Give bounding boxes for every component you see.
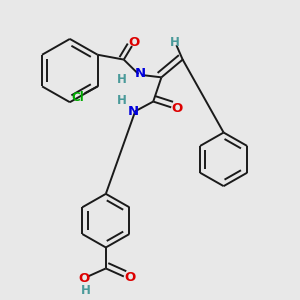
Text: N: N (128, 105, 139, 119)
Text: O: O (78, 272, 89, 285)
Text: O: O (128, 36, 139, 49)
Text: H: H (117, 74, 127, 86)
Text: H: H (170, 36, 180, 49)
Text: O: O (124, 271, 135, 284)
Text: H: H (117, 94, 127, 107)
Text: N: N (135, 67, 146, 80)
Text: H: H (81, 284, 91, 297)
Text: Cl: Cl (72, 91, 84, 104)
Text: O: O (172, 101, 183, 115)
